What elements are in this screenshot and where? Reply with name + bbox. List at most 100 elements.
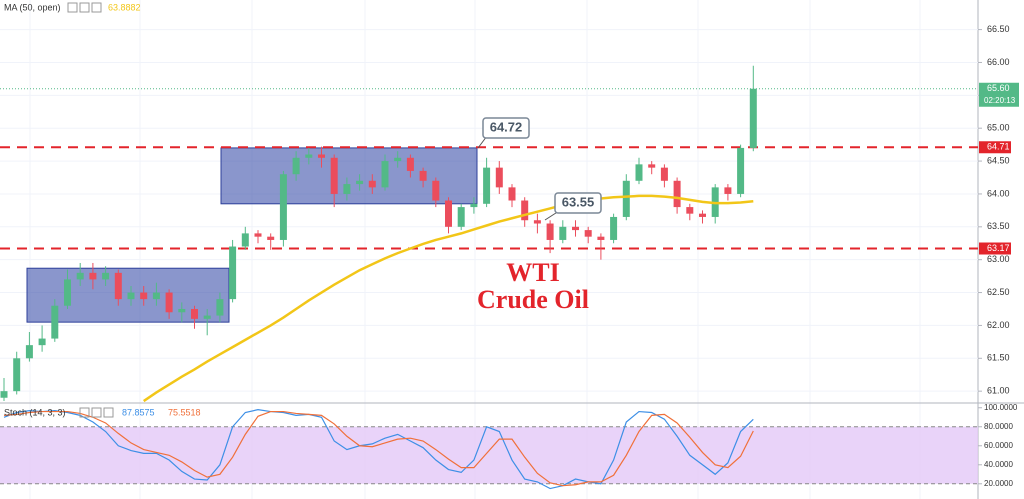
callout-box xyxy=(554,192,602,214)
candle-body xyxy=(648,164,656,168)
candle-body xyxy=(673,180,681,208)
legend-icon xyxy=(91,2,102,13)
y-tick-label: 64.50 xyxy=(987,155,1010,165)
y-tick-label: 20.0000 xyxy=(984,479,1013,488)
y-tick-label: 64.00 xyxy=(987,188,1010,198)
candle-body xyxy=(572,226,579,231)
candle-body xyxy=(279,174,287,240)
level-label-box xyxy=(979,141,1011,154)
candle-body xyxy=(584,230,592,237)
candle-body xyxy=(749,88,757,148)
y-tick-label: 61.00 xyxy=(987,386,1010,396)
candle-body xyxy=(432,180,440,201)
candle-body xyxy=(152,292,160,300)
y-tick-label: 61.50 xyxy=(987,353,1010,363)
candle-body xyxy=(330,157,338,194)
candle-body xyxy=(241,233,249,247)
candle-body xyxy=(622,180,630,217)
legend-icon xyxy=(79,2,90,13)
candle-body xyxy=(394,157,402,162)
moving-average-line xyxy=(143,194,754,403)
candle-body xyxy=(51,305,59,339)
legend-icon xyxy=(91,407,102,418)
candle-body xyxy=(114,272,122,300)
chart-title: WTI xyxy=(506,258,559,287)
candle-body xyxy=(381,161,389,188)
legend-icon xyxy=(103,407,114,418)
stoch-line xyxy=(3,410,754,487)
candle-body xyxy=(178,308,186,313)
last-price-box xyxy=(979,82,1019,107)
candle-body xyxy=(229,246,237,300)
candle-body xyxy=(495,167,503,188)
y-tick-label: 63.00 xyxy=(987,254,1010,264)
candle-body xyxy=(38,338,46,346)
y-tick-label: 62.50 xyxy=(987,287,1010,297)
candle-body xyxy=(89,272,97,280)
legend-icon xyxy=(79,407,90,418)
callout-box xyxy=(482,117,530,139)
candle-body xyxy=(13,358,21,392)
y-tick-label: 62.00 xyxy=(987,320,1010,330)
candle-body xyxy=(76,272,84,280)
candle-body xyxy=(470,203,478,208)
y-tick-label: 60.0000 xyxy=(984,441,1013,450)
indicator-legend-value: 63.8882 xyxy=(108,2,141,12)
candle-body xyxy=(0,391,8,398)
candle-body xyxy=(64,279,71,306)
level-label: 64.71 xyxy=(987,142,1010,152)
indicator-legend-value: 87.8575 xyxy=(122,407,155,417)
callout-label: 63.55 xyxy=(562,194,595,209)
y-tick-label: 40.0000 xyxy=(984,460,1013,469)
y-tick-label: 63.50 xyxy=(987,221,1010,231)
candle-body xyxy=(102,272,110,280)
candle-body xyxy=(406,157,414,171)
y-tick-label: 65.00 xyxy=(987,123,1010,133)
candle-body xyxy=(368,180,376,188)
level-label: 63.17 xyxy=(987,243,1010,253)
candle-body xyxy=(737,147,745,194)
candle-body xyxy=(127,292,135,300)
candle-body xyxy=(25,345,33,359)
candle-body xyxy=(356,180,364,185)
candle-body xyxy=(508,187,516,201)
candle-body xyxy=(483,167,491,204)
band-fill xyxy=(0,426,978,484)
chart-subtitle: Crude Oil xyxy=(477,285,589,314)
candle-body xyxy=(445,200,452,227)
callout-label: 64.72 xyxy=(490,119,523,134)
candle-body xyxy=(343,184,351,194)
y-tick-label: 80.0000 xyxy=(984,422,1013,431)
indicator-legend-name: Stoch (14, 3, 3) xyxy=(4,407,66,417)
candle-body xyxy=(724,187,732,194)
candle-body xyxy=(533,220,541,224)
y-tick-label: 100.0000 xyxy=(984,403,1018,412)
candle-body xyxy=(559,226,567,240)
indicator-legend-name: MA (50, open) xyxy=(4,2,61,12)
last-price-label: 65.60 xyxy=(987,83,1010,93)
candle-body xyxy=(546,223,554,240)
candle-body xyxy=(457,207,465,227)
y-tick-label: 66.50 xyxy=(987,24,1010,34)
candle-body xyxy=(610,216,618,240)
candle-body xyxy=(216,299,224,316)
candle-body xyxy=(305,154,313,158)
candle-body xyxy=(292,157,300,175)
candle-body xyxy=(521,200,529,221)
candle-body xyxy=(140,292,148,300)
candle-body xyxy=(203,315,211,319)
candle-body xyxy=(318,154,325,158)
candle-body xyxy=(419,170,427,181)
candle-body xyxy=(660,167,668,181)
candle-body xyxy=(635,164,643,181)
candle-body xyxy=(165,292,173,313)
countdown-label: 02:20:13 xyxy=(984,96,1016,105)
candle-body xyxy=(686,207,694,214)
legend-icon xyxy=(67,2,78,13)
indicator-legend-value: 75.5518 xyxy=(168,407,201,417)
candle-body xyxy=(267,236,275,240)
candle-body xyxy=(254,233,262,237)
y-tick-label: 66.00 xyxy=(987,57,1010,67)
level-label-box xyxy=(979,242,1011,255)
